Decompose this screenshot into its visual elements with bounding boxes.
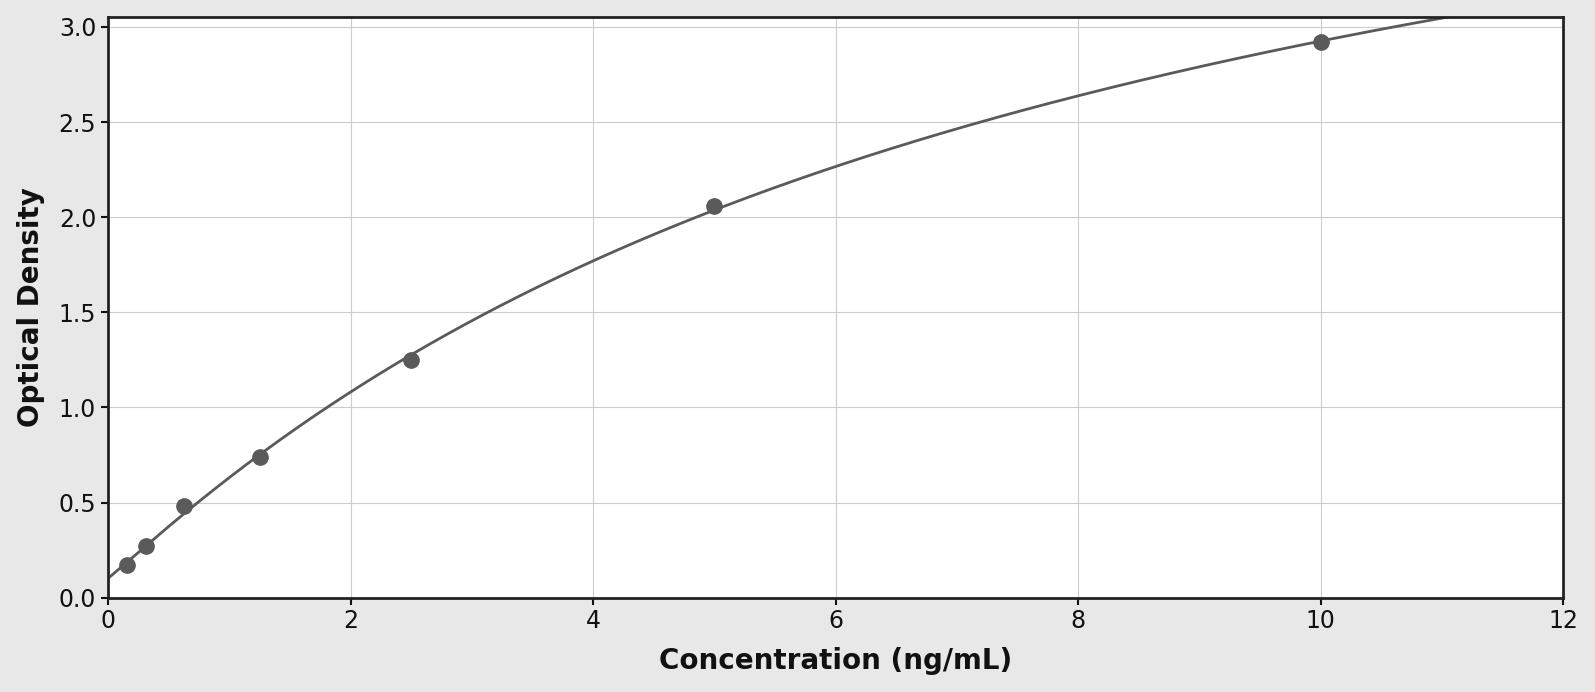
Point: [171, 501, 196, 512]
Point: [702, 200, 727, 211]
Y-axis label: Optical Density: Optical Density: [16, 188, 45, 428]
Point: [1308, 37, 1333, 48]
Point: [134, 540, 160, 552]
Point: [115, 560, 140, 571]
Point: [399, 354, 424, 365]
X-axis label: Concentration (ng/mL): Concentration (ng/mL): [659, 647, 1013, 675]
Point: [247, 451, 273, 462]
